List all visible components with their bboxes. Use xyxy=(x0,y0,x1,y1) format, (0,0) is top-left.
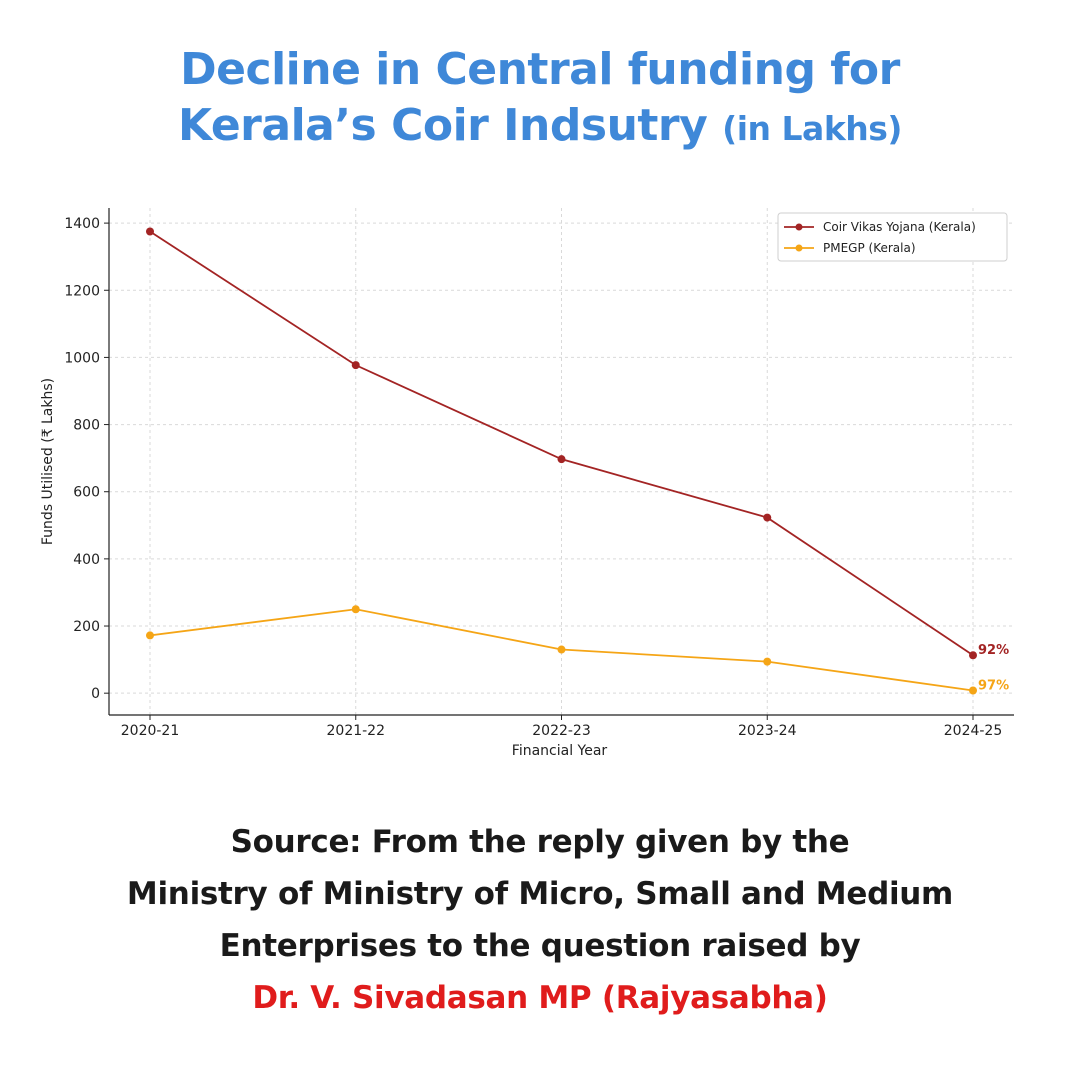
source-line-1: Source: From the reply given by the xyxy=(230,824,850,860)
data-point xyxy=(557,645,566,654)
y-tick-label: 600 xyxy=(73,485,100,501)
title-line-2: Kerala’s Coir Indsutry (in Lakhs) xyxy=(0,98,1080,157)
legend-label: PMEGP (Kerala) xyxy=(823,241,916,255)
y-tick-label: 1400 xyxy=(64,216,100,232)
y-tick-label: 400 xyxy=(73,552,100,568)
source-note: Source: From the reply given by the Mini… xyxy=(0,816,1080,1024)
source-line-3: Enterprises to the question raised by xyxy=(219,928,861,964)
source-line-4: Dr. V. Sivadasan MP (Rajyasabha) xyxy=(252,980,828,1016)
x-tick-label: 2023-24 xyxy=(738,723,797,739)
x-axis-title: Financial Year xyxy=(512,743,608,759)
end-annotation: 92% xyxy=(978,643,1009,658)
series-1: 97% xyxy=(146,605,1009,695)
data-point xyxy=(146,227,154,236)
y-tick-label: 200 xyxy=(73,619,100,635)
end-annotation: 97% xyxy=(978,678,1009,693)
legend-box xyxy=(777,212,1008,262)
y-tick-label: 1200 xyxy=(64,283,100,299)
series: 92% 97% xyxy=(146,227,1009,695)
title-line-2-text: Kerala’s Coir Indsutry xyxy=(178,100,708,151)
grid xyxy=(109,208,1014,715)
data-point xyxy=(763,513,772,522)
y-tick-label: 0 xyxy=(91,686,100,702)
y-tick-label: 1000 xyxy=(64,350,100,366)
x-tick-label: 2021-22 xyxy=(327,723,386,739)
source-line-2: Ministry of Ministry of Micro, Small and… xyxy=(126,876,954,912)
data-point xyxy=(969,686,977,695)
legend-swatch-marker xyxy=(795,244,803,252)
data-point xyxy=(969,651,977,660)
title-unit: (in Lakhs) xyxy=(722,109,902,148)
y-tick-label: 800 xyxy=(73,418,100,434)
x-tick-label: 2020-21 xyxy=(121,723,180,739)
data-point xyxy=(351,361,360,370)
y-axis-title: Funds Utilised (₹ Lakhs) xyxy=(40,378,56,545)
legend-swatch-marker xyxy=(795,223,803,231)
data-point xyxy=(351,605,360,614)
series-0: 92% xyxy=(146,227,1009,660)
line-chart: 0 200 400 600 800 1000 1200 1400 2020-21 2021-22 2… xyxy=(40,208,1014,759)
x-tick-label: 2022-23 xyxy=(532,723,591,739)
data-point xyxy=(763,657,772,666)
chart-title: Decline in Central funding for Kerala’s … xyxy=(0,42,1080,157)
data-point xyxy=(557,455,566,464)
data-point xyxy=(146,631,154,640)
axes: 0 200 400 600 800 1000 1200 1400 2020-21 2021-22 2… xyxy=(40,208,1014,759)
legend-label: Coir Vikas Yojana (Kerala) xyxy=(823,220,976,234)
title-line-1: Decline in Central funding for xyxy=(180,44,900,95)
x-tick-label: 2024-25 xyxy=(944,723,1003,739)
legend: Coir Vikas Yojana (Kerala) PMEGP (Kerala) xyxy=(777,212,1008,262)
